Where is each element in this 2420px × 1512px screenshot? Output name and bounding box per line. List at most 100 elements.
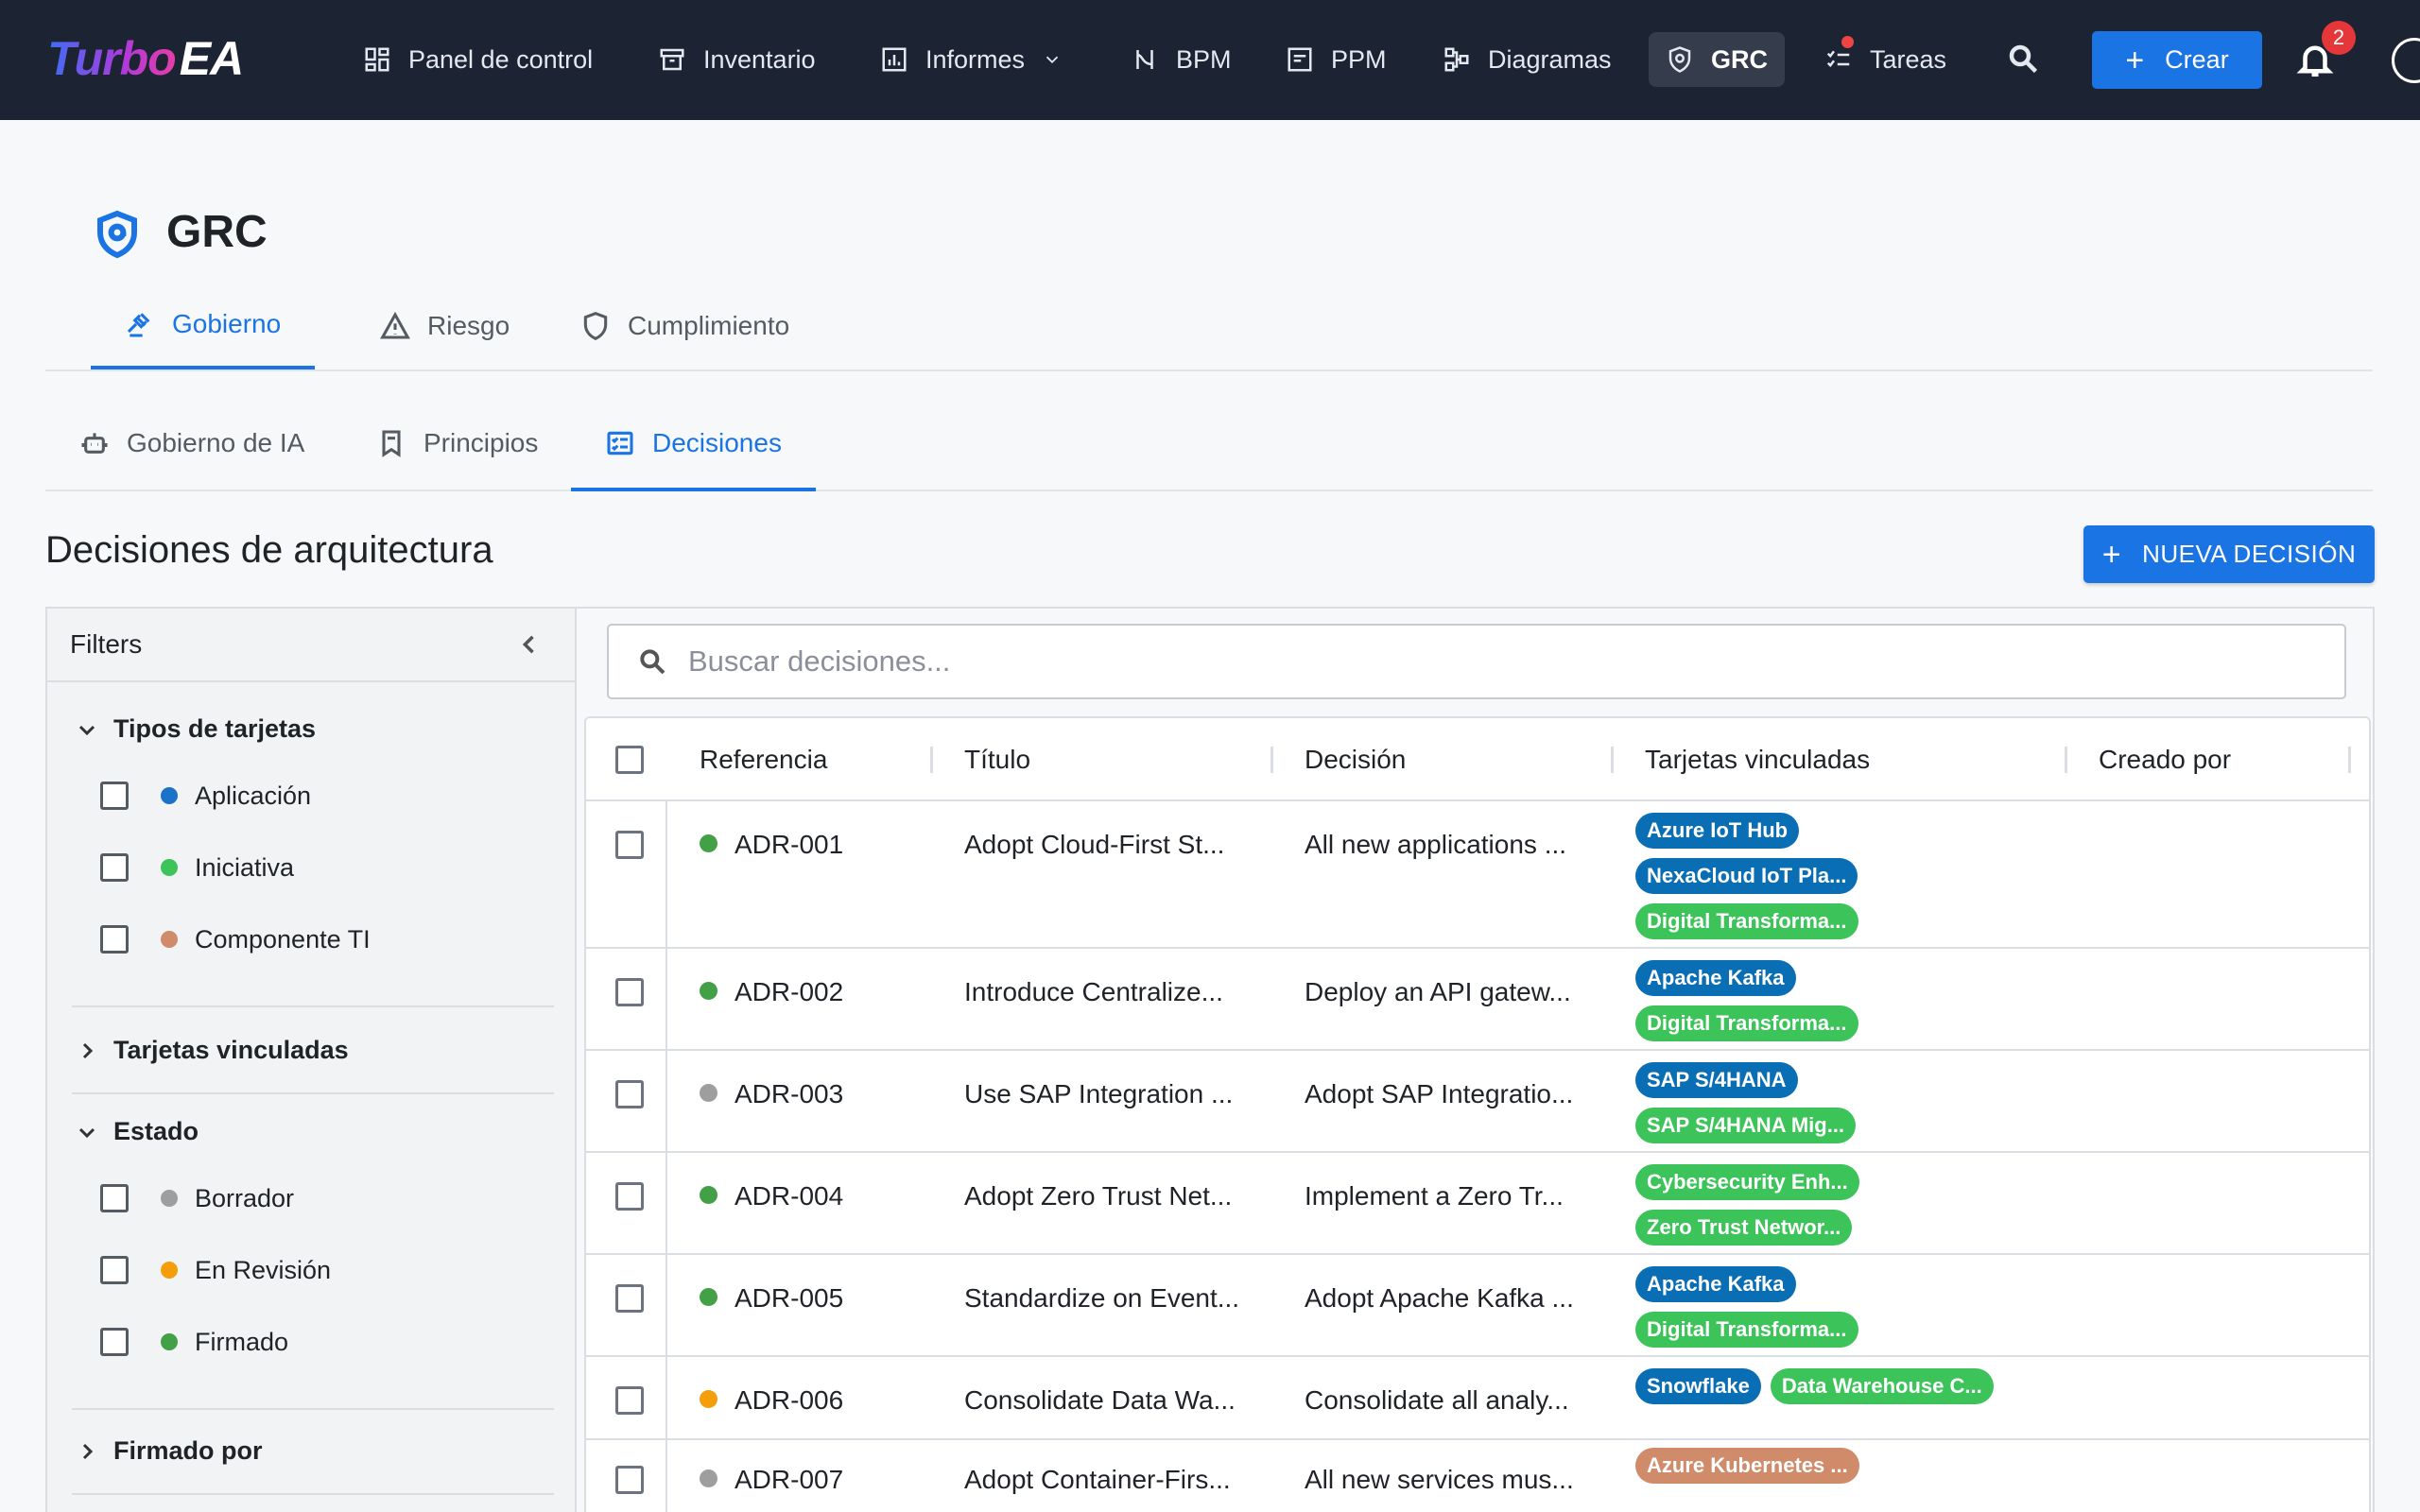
checkbox[interactable] bbox=[100, 1184, 129, 1212]
decisions-search-box[interactable] bbox=[607, 624, 2346, 699]
create-button[interactable]: + Crear bbox=[2092, 31, 2262, 89]
nav-item-dashboard[interactable]: Panel de control bbox=[346, 32, 610, 87]
table-row[interactable]: ADR-003 Use SAP Integration ... Adopt SAP … bbox=[586, 1051, 2369, 1153]
table-row[interactable]: ADR-007 Adopt Container-Firs... All new se… bbox=[586, 1440, 2369, 1512]
column-header-decision[interactable]: Decisión bbox=[1305, 745, 1407, 774]
filter-group-card-types[interactable]: Tipos de tarjetas bbox=[76, 714, 316, 744]
decision-cell: Adopt SAP Integratio... bbox=[1305, 1079, 1574, 1108]
checkbox[interactable] bbox=[100, 1328, 129, 1356]
filters-title: Filters bbox=[70, 629, 143, 659]
column-header-referencia[interactable]: Referencia bbox=[700, 745, 828, 774]
linked-card-chip[interactable]: Digital Transforma... bbox=[1635, 1312, 1858, 1348]
divider bbox=[72, 1493, 554, 1495]
filter-group-signed-by[interactable]: Firmado por bbox=[76, 1436, 263, 1466]
column-resize-handle[interactable] bbox=[930, 747, 933, 773]
linked-card-chip[interactable]: SAP S/4HANA Mig... bbox=[1635, 1108, 1857, 1143]
row-checkbox[interactable] bbox=[615, 1182, 644, 1211]
linked-card-chip[interactable]: NexaCloud IoT Pla... bbox=[1635, 858, 1858, 894]
linked-card-chip[interactable]: Digital Transforma... bbox=[1635, 903, 1858, 939]
table-row[interactable]: ADR-006 Consolidate Data Wa... Consolidate… bbox=[586, 1357, 2369, 1440]
nav-item-ppm[interactable]: PPM bbox=[1269, 32, 1404, 87]
tab-riesgo[interactable]: Riesgo bbox=[346, 282, 544, 369]
column-resize-handle[interactable] bbox=[2348, 747, 2351, 773]
linked-card-chip[interactable]: Cybersecurity Enh... bbox=[1635, 1164, 1859, 1200]
row-checkbox[interactable] bbox=[615, 1386, 644, 1415]
reference-cell[interactable]: ADR-006 bbox=[700, 1385, 843, 1416]
nav-item-reports[interactable]: Informes bbox=[863, 32, 1080, 87]
gavel-icon bbox=[127, 312, 150, 337]
column-resize-handle[interactable] bbox=[1270, 747, 1273, 773]
linked-card-chip[interactable]: Azure IoT Hub bbox=[1635, 813, 1800, 849]
create-button-label: Crear bbox=[2165, 45, 2229, 74]
subtab-principios[interactable]: Principios bbox=[342, 399, 572, 487]
checkbox[interactable] bbox=[100, 1256, 129, 1284]
filter-option-label: Iniciativa bbox=[195, 852, 295, 882]
tab-gobierno[interactable]: Gobierno bbox=[91, 282, 316, 369]
checkbox[interactable] bbox=[100, 853, 129, 882]
reference-cell[interactable]: ADR-004 bbox=[700, 1181, 843, 1211]
filter-group-status[interactable]: Estado bbox=[76, 1117, 199, 1146]
checkbox[interactable] bbox=[100, 782, 129, 810]
linked-card-chip[interactable]: Apache Kafka bbox=[1635, 1266, 1796, 1302]
filter-option-aplicacion[interactable]: Aplicación bbox=[100, 777, 311, 815]
column-header-titulo[interactable]: Título bbox=[964, 745, 1031, 774]
column-header-creado-por[interactable]: Creado por bbox=[2099, 745, 2232, 774]
nav-label: GRC bbox=[1711, 44, 1768, 74]
linked-card-chip[interactable]: Apache Kafka bbox=[1635, 960, 1796, 996]
linked-card-chip[interactable]: Data Warehouse C... bbox=[1770, 1368, 1994, 1404]
subtab-decisiones[interactable]: Decisiones bbox=[571, 399, 816, 491]
table-row[interactable]: ADR-004 Adopt Zero Trust Net... Implement … bbox=[586, 1153, 2369, 1255]
reference-cell[interactable]: ADR-003 bbox=[700, 1079, 843, 1109]
nav-label: Inventario bbox=[703, 44, 816, 74]
linked-card-chip[interactable]: Azure Kubernetes ... bbox=[1635, 1448, 1859, 1484]
linked-card-chip[interactable]: SAP S/4HANA bbox=[1635, 1062, 1798, 1098]
decision-cell: Consolidate all analy... bbox=[1305, 1385, 1569, 1415]
reference-cell[interactable]: ADR-001 bbox=[700, 830, 843, 860]
filter-option-borrador[interactable]: Borrador bbox=[100, 1179, 294, 1217]
table-row[interactable]: ADR-001 Adopt Cloud-First St... All new ap… bbox=[586, 801, 2369, 949]
column-header-tarjetas[interactable]: Tarjetas vinculadas bbox=[1645, 745, 1871, 774]
filter-option-en-revision[interactable]: En Revisión bbox=[100, 1251, 331, 1289]
reference-cell[interactable]: ADR-007 bbox=[700, 1465, 843, 1495]
nav-item-bpm[interactable]: BPM bbox=[1114, 32, 1249, 87]
checkbox[interactable] bbox=[100, 925, 129, 954]
decision-cell: All new services mus... bbox=[1305, 1465, 1574, 1494]
filter-option-firmado[interactable]: Firmado bbox=[100, 1323, 288, 1361]
app-logo[interactable]: Turbo EA bbox=[47, 28, 244, 89]
nav-item-inventory[interactable]: Inventario bbox=[641, 32, 833, 87]
reference-text: ADR-006 bbox=[735, 1385, 844, 1415]
row-checkbox[interactable] bbox=[615, 1284, 644, 1313]
decisions-search-input[interactable] bbox=[688, 644, 2295, 679]
table-row[interactable]: ADR-005 Standardize on Event... Adopt Apac… bbox=[586, 1255, 2369, 1357]
reference-text: ADR-007 bbox=[735, 1465, 844, 1494]
row-checkbox[interactable] bbox=[615, 831, 644, 859]
table-row[interactable]: ADR-002 Introduce Centralize... Deploy an … bbox=[586, 949, 2369, 1051]
nav-item-tasks[interactable]: Tareas bbox=[1807, 32, 1963, 87]
column-resize-handle[interactable] bbox=[2065, 747, 2067, 773]
user-avatar[interactable] bbox=[2392, 38, 2420, 83]
filter-option-componente-ti[interactable]: Componente TI bbox=[100, 920, 371, 958]
filter-group-linked-cards[interactable]: Tarjetas vinculadas bbox=[76, 1036, 349, 1065]
new-decision-button[interactable]: + NUEVA DECISIÓN bbox=[2083, 525, 2375, 583]
collapse-filters-button[interactable] bbox=[516, 631, 543, 658]
linked-card-chip[interactable]: Digital Transforma... bbox=[1635, 1005, 1858, 1041]
filter-option-iniciativa[interactable]: Iniciativa bbox=[100, 849, 294, 886]
reference-cell[interactable]: ADR-005 bbox=[700, 1283, 843, 1314]
global-search-button[interactable] bbox=[2006, 42, 2044, 79]
subtab-label: Gobierno de IA bbox=[127, 427, 305, 457]
row-checkbox[interactable] bbox=[615, 1080, 644, 1108]
decision-list-icon bbox=[607, 431, 633, 455]
title-cell: Adopt Cloud-First St... bbox=[964, 830, 1225, 859]
tab-cumplimiento[interactable]: Cumplimiento bbox=[546, 282, 823, 369]
select-all-checkbox[interactable] bbox=[615, 746, 644, 774]
row-checkbox[interactable] bbox=[615, 978, 644, 1006]
column-resize-handle[interactable] bbox=[1611, 747, 1614, 773]
nav-item-grc[interactable]: GRC bbox=[1649, 32, 1785, 87]
notifications-button[interactable] bbox=[2295, 40, 2337, 81]
linked-card-chip[interactable]: Zero Trust Networ... bbox=[1635, 1210, 1853, 1246]
subtab-gobierno-ia[interactable]: Gobierno de IA bbox=[45, 399, 338, 487]
nav-item-diagrams[interactable]: Diagramas bbox=[1426, 32, 1629, 87]
reference-cell[interactable]: ADR-002 bbox=[700, 977, 843, 1007]
linked-card-chip[interactable]: Snowflake bbox=[1635, 1368, 1761, 1404]
row-checkbox[interactable] bbox=[615, 1466, 644, 1494]
